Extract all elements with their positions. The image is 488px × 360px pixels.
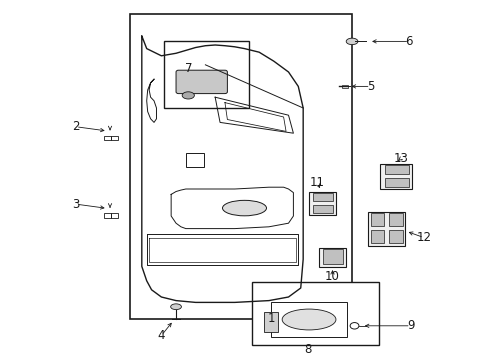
Bar: [313, 204, 333, 213]
Bar: [104, 213, 110, 218]
Bar: [388, 213, 402, 225]
Bar: [384, 165, 408, 174]
Bar: [384, 178, 408, 187]
Text: 10: 10: [325, 270, 339, 283]
Bar: [251, 282, 378, 345]
Text: 13: 13: [393, 152, 407, 165]
Bar: [309, 192, 336, 215]
Bar: [388, 230, 402, 243]
Bar: [367, 211, 404, 246]
Bar: [323, 249, 343, 264]
Text: 1: 1: [267, 312, 275, 325]
Text: 2: 2: [72, 120, 80, 133]
Bar: [129, 14, 351, 319]
Bar: [264, 312, 277, 332]
Bar: [104, 136, 110, 140]
Bar: [271, 302, 346, 337]
Text: 12: 12: [416, 231, 430, 244]
Bar: [342, 85, 347, 88]
Text: 11: 11: [309, 176, 324, 189]
Bar: [163, 41, 249, 108]
Text: 7: 7: [184, 62, 192, 75]
Text: 3: 3: [72, 198, 80, 211]
Ellipse shape: [222, 200, 266, 216]
Text: 6: 6: [405, 35, 412, 48]
Ellipse shape: [182, 92, 194, 99]
Bar: [370, 230, 384, 243]
Bar: [370, 213, 384, 225]
Bar: [319, 248, 346, 267]
Text: 4: 4: [157, 329, 165, 342]
Bar: [185, 153, 204, 167]
Ellipse shape: [346, 38, 357, 45]
Bar: [111, 136, 118, 140]
Bar: [222, 58, 244, 72]
FancyBboxPatch shape: [176, 70, 227, 94]
Text: 9: 9: [406, 319, 414, 332]
Bar: [380, 164, 411, 189]
Bar: [313, 193, 333, 201]
Ellipse shape: [170, 304, 181, 310]
Ellipse shape: [282, 309, 335, 330]
Bar: [111, 213, 118, 218]
Text: 5: 5: [366, 80, 374, 93]
Text: 8: 8: [304, 343, 311, 356]
